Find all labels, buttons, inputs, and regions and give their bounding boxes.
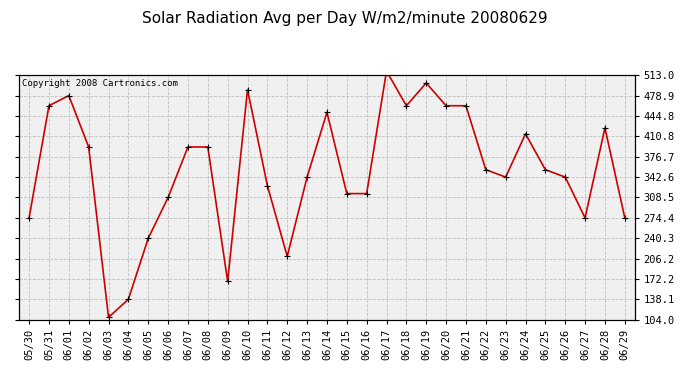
Text: Copyright 2008 Cartronics.com: Copyright 2008 Cartronics.com [22,79,178,88]
Text: Solar Radiation Avg per Day W/m2/minute 20080629: Solar Radiation Avg per Day W/m2/minute … [142,11,548,26]
